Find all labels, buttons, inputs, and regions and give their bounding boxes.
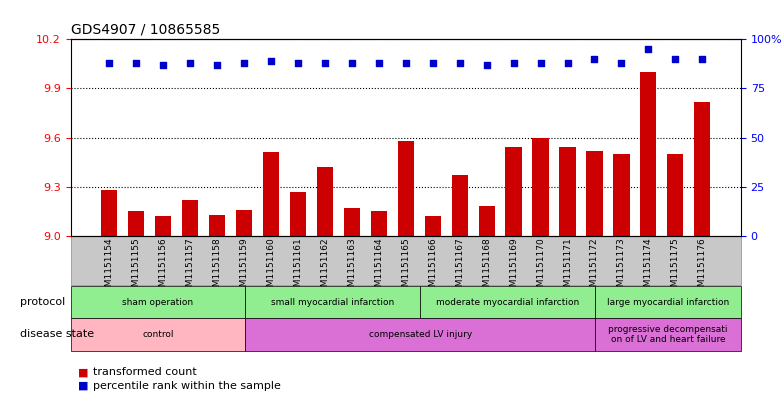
Text: small myocardial infarction: small myocardial infarction (271, 298, 394, 307)
Bar (452, 175, 468, 236)
Point (669, 56, 681, 62)
Point (130, 60, 143, 66)
Point (157, 62, 169, 68)
Bar (317, 167, 333, 236)
Bar (128, 211, 144, 236)
Point (588, 56, 601, 62)
Bar (586, 151, 603, 236)
Bar (236, 209, 252, 236)
Point (561, 60, 574, 66)
Bar (343, 208, 360, 236)
Point (211, 62, 223, 68)
Point (372, 60, 385, 66)
Bar (263, 152, 279, 236)
Point (615, 60, 628, 66)
Point (265, 58, 278, 64)
Point (292, 60, 304, 66)
Text: protocol: protocol (20, 297, 65, 307)
Bar (506, 147, 521, 236)
Point (399, 60, 412, 66)
Point (238, 60, 250, 66)
Point (318, 60, 331, 66)
Text: GDS4907 / 10865585: GDS4907 / 10865585 (71, 23, 220, 37)
Bar (182, 200, 198, 236)
Text: transformed count: transformed count (93, 367, 196, 377)
Point (426, 60, 439, 66)
Text: disease state: disease state (20, 329, 94, 340)
Point (453, 60, 466, 66)
Bar (155, 216, 171, 236)
Point (534, 60, 546, 66)
Bar (425, 216, 441, 236)
Bar (397, 141, 414, 236)
Bar (478, 206, 495, 236)
Point (346, 60, 358, 66)
Text: sham operation: sham operation (122, 298, 194, 307)
Bar (695, 101, 710, 236)
Text: percentile rank within the sample: percentile rank within the sample (93, 381, 281, 391)
Bar (290, 192, 306, 236)
Bar (209, 215, 225, 236)
Text: compensated LV injury: compensated LV injury (368, 330, 472, 339)
Text: ■: ■ (78, 367, 89, 377)
Text: moderate myocardial infarction: moderate myocardial infarction (436, 298, 579, 307)
Text: progressive decompensati
on of LV and heart failure: progressive decompensati on of LV and he… (608, 325, 728, 344)
Point (696, 56, 709, 62)
Point (507, 60, 520, 66)
Point (183, 60, 196, 66)
Bar (371, 211, 387, 236)
Bar (667, 154, 684, 236)
Text: ■: ■ (78, 381, 89, 391)
Point (103, 60, 115, 66)
Point (481, 62, 493, 68)
Bar (613, 154, 630, 236)
Bar (641, 72, 656, 236)
Text: large myocardial infarction: large myocardial infarction (607, 298, 729, 307)
Point (642, 46, 655, 52)
Bar (560, 147, 575, 236)
Text: control: control (142, 330, 174, 339)
Bar (101, 190, 117, 236)
Bar (532, 138, 549, 236)
